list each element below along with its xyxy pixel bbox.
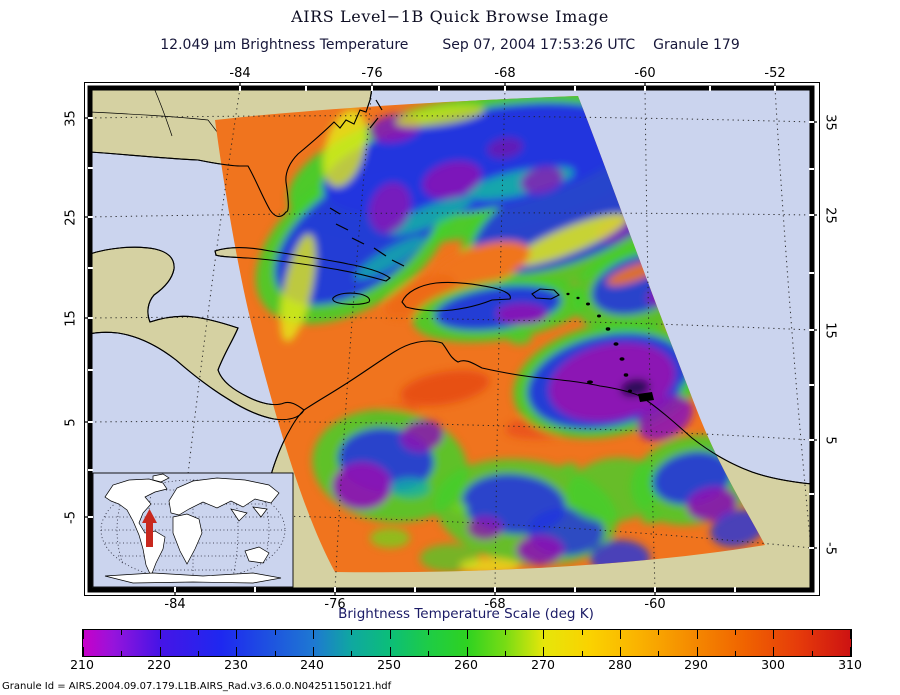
colorbar-tick	[274, 630, 276, 635]
page-subtitle: 12.049 μm Brightness Temperature Sep 07, …	[0, 37, 900, 53]
colorbar-tick	[581, 651, 583, 656]
axis-label-top-1: -76	[361, 66, 383, 81]
colorbar-label-10: 310	[838, 657, 862, 672]
inset-locator-map	[92, 472, 294, 588]
axis-label-right-3: 5	[822, 436, 838, 445]
axis-label-right-2: 15	[822, 322, 838, 339]
colorbar-label-4: 250	[377, 657, 401, 672]
page-title: AIRS Level−1B Quick Browse Image	[291, 7, 609, 26]
colorbar-tick	[658, 630, 660, 635]
colorbar-tick	[773, 647, 775, 656]
axis-label-top-2: -68	[494, 66, 516, 81]
colorbar-tick	[198, 651, 200, 656]
map-frame	[84, 82, 820, 596]
colorbar	[82, 629, 852, 657]
colorbar-tick	[351, 651, 353, 656]
colorbar-tick	[313, 647, 315, 656]
inset-swath-arrow-icon	[142, 509, 157, 547]
colorbar-tick	[236, 630, 238, 639]
colorbar-label-2: 230	[224, 657, 248, 672]
axis-label-bottom-1: -76	[324, 597, 346, 612]
colorbar-tick	[504, 651, 506, 656]
axis-label-left-2: 15	[63, 310, 79, 327]
colorbar-tick	[121, 651, 123, 656]
colorbar-tick	[83, 647, 84, 656]
colorbar-tick	[83, 630, 84, 639]
colorbar-tick	[581, 630, 583, 635]
footer-granule-id: Granule Id = AIRS.2004.09.07.179.L1B.AIR…	[2, 681, 392, 692]
axis-label-right-0: 35	[822, 114, 838, 131]
colorbar-tick	[159, 630, 161, 639]
colorbar-tick	[236, 647, 238, 656]
colorbar-tick	[619, 647, 621, 656]
colorbar-tick	[696, 647, 698, 656]
axis-label-bottom-3: -60	[644, 597, 666, 612]
colorbar-label-7: 280	[608, 657, 632, 672]
colorbar-tick	[658, 651, 660, 656]
axis-label-bottom-0: -84	[164, 597, 186, 612]
colorbar-tick	[351, 630, 353, 635]
axis-label-top-4: -52	[764, 66, 786, 81]
colorbar-tick	[735, 651, 736, 656]
colorbar-tick	[466, 647, 468, 656]
colorbar-label-5: 260	[454, 657, 478, 672]
colorbar-tick	[543, 647, 545, 656]
inset-continents	[104, 473, 282, 584]
colorbar-tick	[850, 630, 851, 639]
colorbar-tick	[504, 630, 506, 635]
colorbar-title: Brightness Temperature Scale (deg K)	[338, 606, 594, 622]
colorbar-label-0: 210	[70, 657, 94, 672]
colorbar-tick	[159, 647, 161, 656]
axis-label-left-3: 5	[63, 418, 79, 427]
colorbar-tick	[121, 630, 123, 635]
colorbar-tick	[619, 630, 621, 639]
colorbar-tick	[543, 630, 545, 639]
axis-label-left-0: 35	[63, 110, 79, 127]
colorbar-tick	[696, 630, 698, 639]
subtitle-wavelength: 12.049 μm Brightness Temperature	[160, 37, 409, 53]
colorbar-label-6: 270	[531, 657, 555, 672]
axis-label-top-3: -60	[634, 66, 656, 81]
colorbar-tick	[850, 647, 851, 656]
colorbar-tick	[198, 630, 200, 635]
colorbar-tick	[773, 630, 775, 639]
axis-label-left-4: -5	[63, 511, 79, 524]
small-islands	[329, 99, 654, 402]
colorbar-label-3: 240	[300, 657, 324, 672]
colorbar-tick	[389, 647, 391, 656]
colorbar-tick	[274, 651, 276, 656]
axis-label-right-4: -5	[822, 542, 838, 555]
colorbar-tick	[389, 630, 391, 639]
colorbar-tick	[428, 630, 430, 635]
colorbar-label-9: 300	[761, 657, 785, 672]
axis-label-bottom-2: -68	[484, 597, 506, 612]
colorbar-label-8: 290	[684, 657, 708, 672]
colorbar-label-1: 220	[147, 657, 171, 672]
axis-label-top-0: -84	[229, 66, 251, 81]
colorbar-tick	[313, 630, 315, 639]
colorbar-tick	[466, 630, 468, 639]
axis-label-left-1: 25	[63, 209, 79, 226]
map-figure	[84, 82, 820, 596]
subtitle-datetime: Sep 07, 2004 17:53:26 UTC	[442, 37, 636, 53]
colorbar-tick	[428, 651, 430, 656]
colorbar-tick	[735, 630, 736, 635]
axis-label-right-1: 25	[822, 207, 838, 224]
colorbar-tick	[811, 651, 813, 656]
colorbar-tick	[811, 630, 813, 635]
subtitle-granule: Granule 179	[653, 37, 740, 53]
